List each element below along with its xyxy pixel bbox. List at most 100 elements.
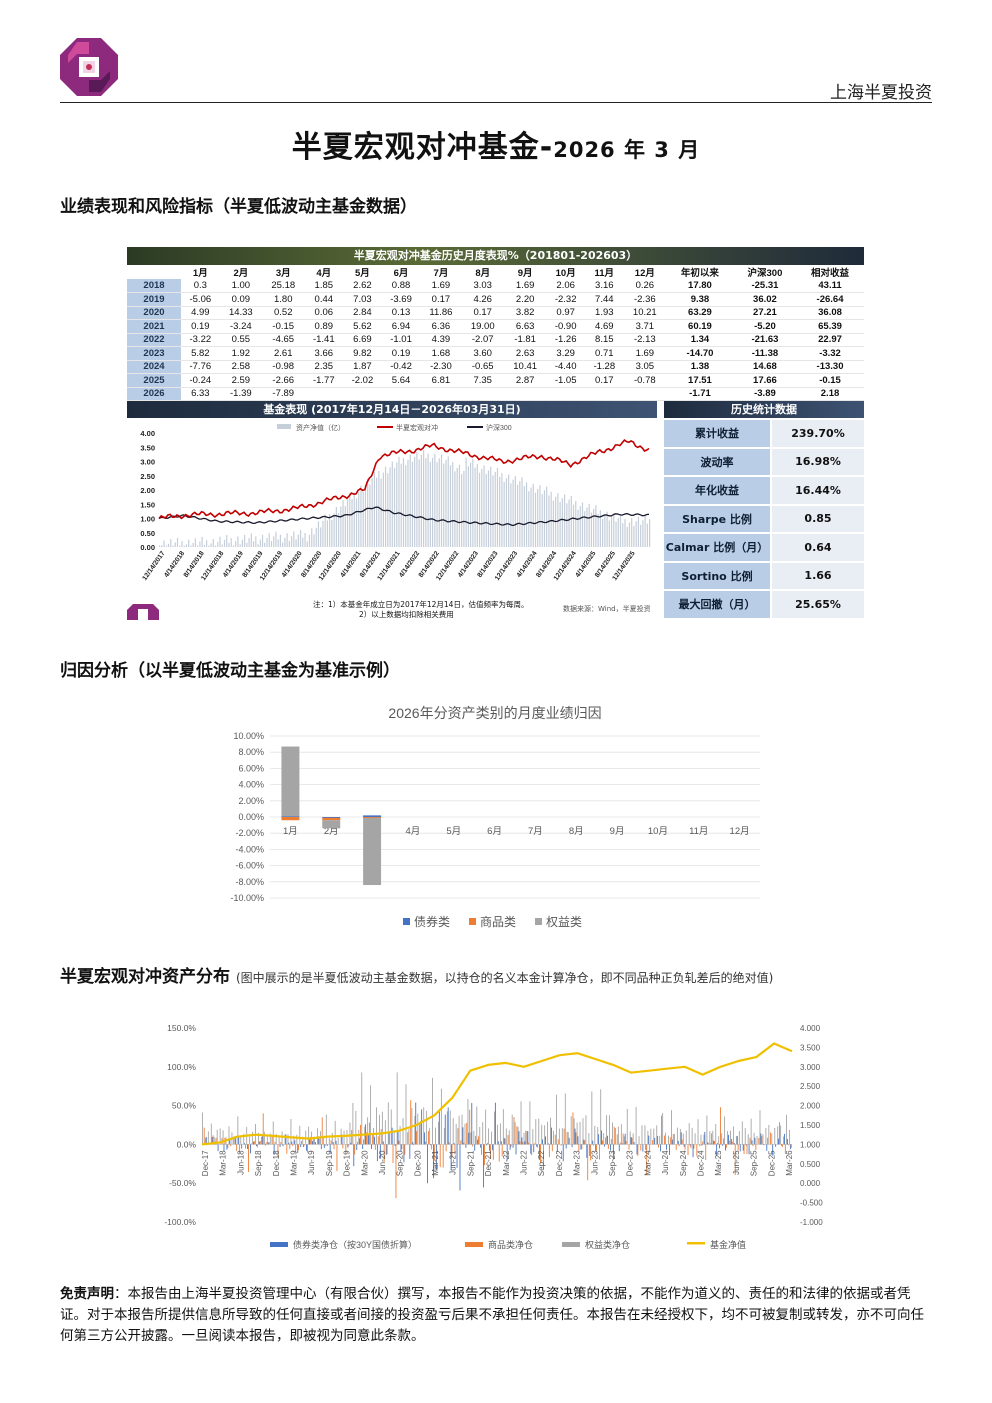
section-title-allocation: 半夏宏观对冲资产分布 (图中展示的是半夏低波动主基金数据，以持仓的名义本金计算净仓… — [60, 962, 773, 987]
x-tick-label: Mar-26 — [785, 1150, 794, 1176]
value-cell: 0.26 — [623, 279, 667, 293]
attribution-bar — [363, 817, 382, 886]
value-cell: 6.63 — [503, 319, 547, 334]
legend-label: 沪深300 — [486, 423, 512, 432]
position-bar — [289, 1144, 291, 1149]
position-bar — [581, 1144, 583, 1150]
position-bar — [430, 1144, 432, 1150]
value-cell: 4.26 — [461, 292, 504, 307]
aum-bar — [546, 486, 548, 547]
y-tick-label: 10.00% — [233, 731, 264, 741]
value-cell: 2.87 — [503, 373, 547, 388]
aum-bar — [183, 545, 185, 547]
position-bar — [623, 1136, 625, 1145]
position-bar — [410, 1100, 412, 1145]
value-cell: -0.42 — [381, 360, 421, 374]
position-bar — [744, 1128, 746, 1145]
value-cell: 5.82 — [181, 346, 220, 361]
position-bar — [296, 1134, 298, 1145]
year-cell: 2019 — [127, 292, 181, 307]
value-cell — [343, 387, 382, 401]
position-bar — [689, 1144, 691, 1146]
aum-bar — [346, 499, 349, 547]
aum-bar — [445, 459, 447, 547]
aum-bar — [483, 465, 485, 547]
aum-bar — [275, 531, 277, 547]
y-tick-label: 4.00% — [238, 780, 264, 790]
aum-bar — [248, 538, 250, 547]
value-cell — [461, 387, 504, 401]
position-bar — [461, 1114, 463, 1145]
position-bar — [298, 1144, 300, 1151]
aum-bar — [420, 454, 422, 547]
position-bar — [500, 1141, 502, 1145]
aum-bar — [353, 492, 355, 547]
y-tick-right: 1.000 — [800, 1140, 821, 1149]
position-bar — [628, 1144, 630, 1150]
position-bar — [659, 1135, 661, 1145]
position-bar — [759, 1110, 761, 1145]
position-bar — [786, 1139, 788, 1145]
position-bar — [400, 1144, 402, 1152]
position-bar — [442, 1144, 444, 1168]
value-cell: 3.71 — [623, 319, 667, 334]
position-bar — [503, 1137, 505, 1145]
position-bar — [341, 1134, 343, 1145]
position-bar — [671, 1139, 673, 1145]
position-bar — [637, 1144, 639, 1156]
value-cell: 1.69 — [503, 279, 547, 293]
position-bar — [471, 1102, 473, 1145]
aum-bar — [333, 513, 335, 547]
position-bar — [553, 1130, 554, 1145]
aum-bar — [288, 540, 290, 547]
legend-swatch — [562, 1242, 580, 1247]
position-bar — [403, 1144, 405, 1163]
position-bar — [222, 1130, 224, 1145]
aum-bar — [575, 500, 577, 547]
aum-bar — [317, 521, 320, 547]
position-bar — [506, 1144, 508, 1161]
position-bar — [353, 1144, 355, 1167]
value-cell: 2.59 — [219, 373, 263, 388]
position-bar — [571, 1144, 573, 1148]
aum-bar — [351, 499, 353, 547]
value-cell: 5.64 — [381, 373, 421, 388]
aum-bar — [337, 512, 340, 547]
position-bar — [565, 1144, 567, 1149]
company-name: 上海半夏投资 — [830, 83, 932, 103]
stat-label: 波动率 — [664, 448, 770, 475]
position-bar — [702, 1141, 704, 1145]
position-bar — [256, 1144, 258, 1148]
aum-bar — [398, 456, 400, 547]
value-cell: -3.22 — [181, 333, 220, 347]
legend-swatch — [465, 1242, 483, 1247]
position-bar — [381, 1111, 383, 1145]
aum-bar — [581, 502, 584, 547]
aum-bar — [434, 453, 436, 547]
value-cell: -2.32 — [546, 292, 585, 307]
position-bar — [741, 1121, 743, 1145]
position-bar — [497, 1124, 498, 1145]
aum-bar — [566, 503, 568, 547]
position-bar — [526, 1130, 528, 1145]
position-bar — [361, 1072, 363, 1145]
position-bar — [268, 1142, 270, 1145]
aum-bar — [311, 528, 313, 547]
x-tick-label: Dec-19 — [343, 1150, 352, 1176]
disclaimer-text: ：本报告由上海半夏投资管理中心（有限合伙）撰写，本报告不能作为投资决策的依据，不… — [60, 1286, 924, 1344]
position-bar — [395, 1144, 397, 1199]
attribution-bar — [281, 746, 300, 817]
position-bar — [646, 1144, 648, 1176]
position-bar — [386, 1144, 388, 1154]
position-bar — [508, 1130, 510, 1145]
stat-value: 25.65% — [772, 591, 864, 618]
position-bar — [336, 1144, 338, 1172]
position-bar — [330, 1140, 332, 1145]
value-cell: 0.06 — [304, 306, 344, 320]
value-cell: 17.80 — [666, 279, 734, 293]
stat-label: Sharpe 比例 — [664, 505, 770, 532]
position-bar — [323, 1144, 325, 1149]
year-cell: 2026 — [127, 387, 181, 401]
value-cell: -0.78 — [623, 373, 667, 388]
position-bar — [368, 1134, 369, 1145]
